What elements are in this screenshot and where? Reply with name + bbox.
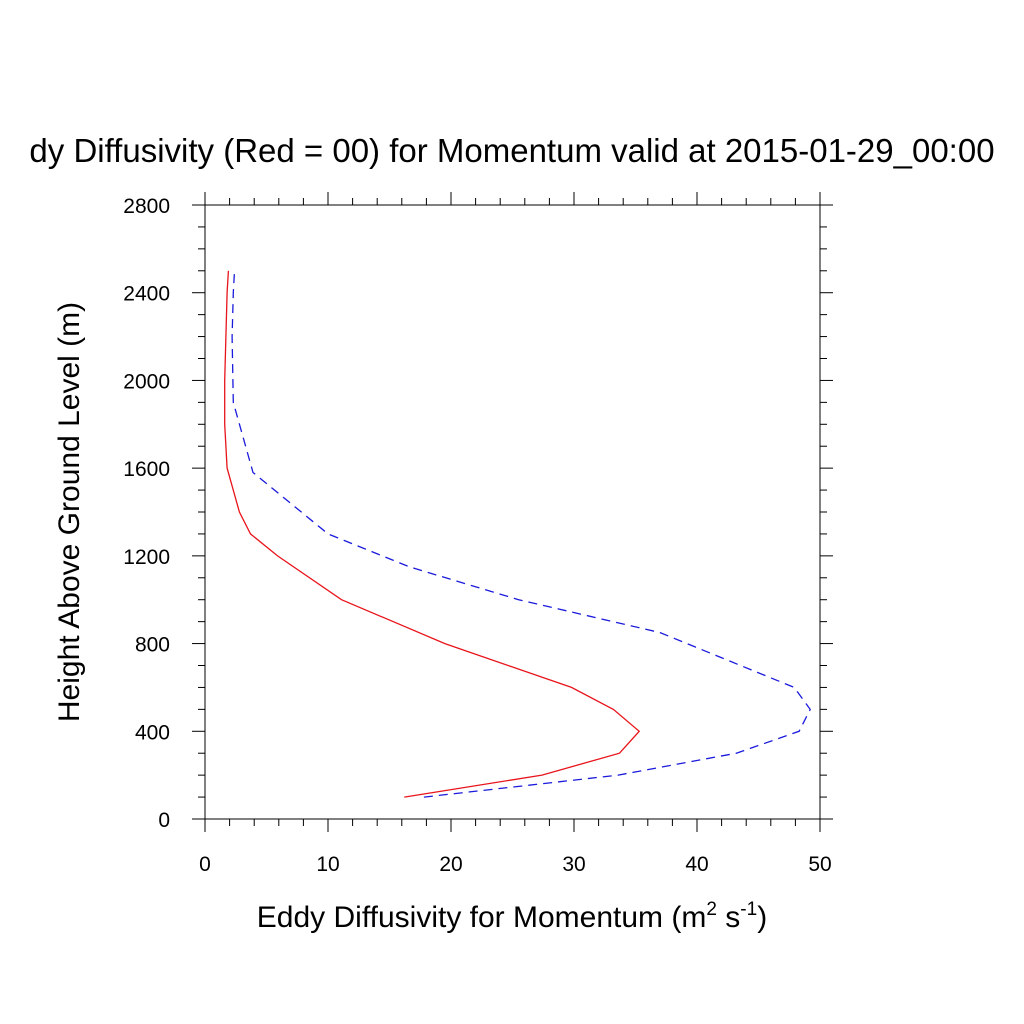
x-tick-label: 10 (316, 853, 339, 876)
x-axis-label: Eddy Diffusivity for Momentum (m2 s-1) (257, 899, 767, 934)
x-tick-label: 50 (808, 853, 831, 876)
x-tick-label: 40 (685, 853, 708, 876)
chart-title: dy Diffusivity (Red = 00) for Momentum v… (29, 132, 994, 169)
series-layer (224, 270, 811, 798)
y-tick-label: 0 (158, 809, 170, 832)
y-axis-label: Height Above Ground Level (m) (53, 302, 86, 722)
y-tick-label: 1600 (123, 458, 170, 481)
x-axis-label-sup1: 2 (706, 899, 717, 920)
minor-ticks (198, 198, 827, 826)
x-axis-label-end: ) (757, 901, 767, 934)
series-line-1-solid (224, 270, 641, 798)
y-tick-labels: 0 400 800 1200 1600 2000 2400 2800 (123, 195, 170, 832)
y-tick-label: 400 (135, 721, 170, 744)
y-tick-label: 800 (135, 634, 170, 657)
x-tick-label: 30 (562, 853, 585, 876)
series-line-2-dashed (231, 270, 811, 798)
x-axis-label-sup2: -1 (740, 899, 757, 920)
x-axis-label-main: Eddy Diffusivity for Momentum (m (257, 901, 707, 934)
plot-frame (204, 204, 821, 820)
x-axis-label-mid: s (717, 901, 740, 934)
y-tick-label: 2000 (123, 370, 170, 393)
x-tick-label: 20 (439, 853, 462, 876)
y-tick-label: 2400 (123, 283, 170, 306)
plot-area (192, 192, 833, 832)
x-tick-label: 0 (199, 853, 211, 876)
x-tick-labels: 0 10 20 30 40 50 (199, 853, 832, 876)
major-ticks (192, 192, 833, 832)
y-tick-label: 1200 (123, 546, 170, 569)
y-tick-label: 2800 (123, 195, 170, 218)
